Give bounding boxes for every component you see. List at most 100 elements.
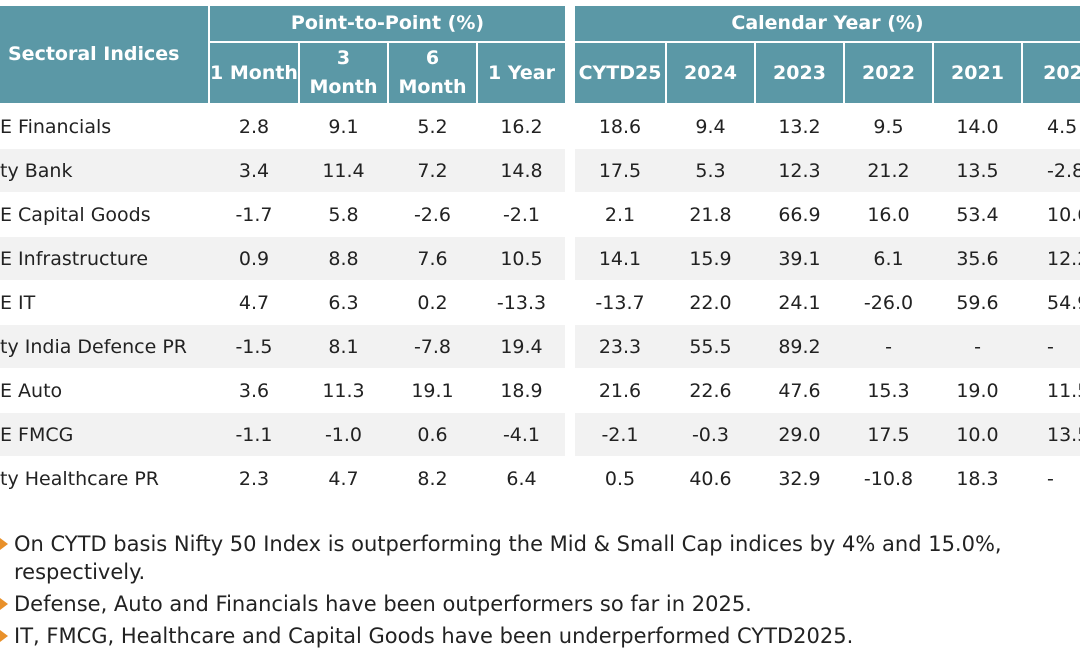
header-cell: Sectoral Indices: [0, 6, 208, 103]
row-label: E Financials: [0, 115, 112, 138]
column-header: 2021: [934, 43, 1021, 103]
cell: 14.0: [956, 115, 999, 138]
cell: 3.4: [238, 159, 270, 182]
group-header: Point-to-Point (%): [210, 6, 565, 41]
cell: -1.0: [324, 423, 363, 446]
row-bg: [0, 237, 565, 280]
cell: 6.4: [506, 467, 537, 490]
cell: 21.2: [867, 159, 910, 182]
cell: 2.8: [238, 115, 270, 138]
bullet-text: IT, FMCG, Healthcare and Capital Goods h…: [14, 624, 854, 648]
cell: 15.9: [689, 247, 732, 270]
cell: -13.7: [595, 291, 645, 314]
cell: -4.1: [502, 423, 541, 446]
cell: -2.8: [1047, 159, 1080, 182]
cell: 21.6: [598, 379, 642, 402]
row-bg: [575, 413, 1080, 456]
cell: 55.5: [689, 335, 732, 358]
row-bg: [0, 281, 565, 324]
row-bg: [0, 193, 565, 236]
cell: 0.5: [604, 467, 636, 490]
column-header: 2024: [667, 43, 754, 103]
cell: 7.2: [417, 159, 448, 182]
cell: 4.7: [328, 467, 359, 490]
cell: -: [885, 335, 892, 358]
cell: 0.6: [417, 423, 448, 446]
row-bg: [575, 369, 1080, 412]
row-label: E IT: [0, 291, 36, 314]
cell: 0.9: [238, 247, 270, 270]
cell: 10.6: [1047, 203, 1080, 226]
cell: 8.1: [328, 335, 359, 358]
cell: 2.3: [238, 467, 270, 490]
cell: -7.8: [413, 335, 452, 358]
cell: 11.4: [322, 159, 365, 182]
cell: 13.5: [956, 159, 999, 182]
row-label: ty Healthcare PR: [0, 467, 159, 490]
group-header: Calendar Year (%): [575, 6, 1080, 41]
row-label: E FMCG: [0, 423, 74, 446]
cell: 22.0: [689, 291, 732, 314]
cell: 11.5: [1047, 379, 1080, 402]
cell: 17.5: [598, 159, 642, 182]
row-bg: [575, 237, 1080, 280]
row-bg: [575, 105, 1080, 148]
cell: 6.1: [873, 247, 904, 270]
cell: 8.8: [328, 247, 359, 270]
cell: 89.2: [778, 335, 821, 358]
cell: -: [974, 335, 981, 358]
cell: 14.1: [598, 247, 642, 270]
row-label: ty India Defence PR: [0, 335, 187, 358]
column-header: 202: [1023, 43, 1080, 103]
cell: -2.1: [601, 423, 639, 446]
cell: 5.8: [328, 203, 359, 226]
cell: -0.3: [691, 423, 730, 446]
cell: 29.0: [778, 423, 821, 446]
cell: -10.8: [863, 467, 914, 490]
cell: 13.5: [1047, 423, 1080, 446]
row-bg: [0, 105, 565, 148]
column-header: 2022: [845, 43, 932, 103]
bullet-text: Defense, Auto and Financials have been o…: [14, 592, 752, 616]
cell: 47.6: [778, 379, 821, 402]
row-label: E Auto: [0, 379, 63, 402]
column-header: 3 Month: [300, 43, 387, 103]
row-bg: [0, 325, 565, 368]
cell: 18.9: [500, 379, 543, 402]
cell: 12.2: [1047, 247, 1080, 270]
cell: 22.6: [689, 379, 732, 402]
cell: 9.1: [328, 115, 359, 138]
cell: -2.1: [502, 203, 541, 226]
cell: 6.3: [328, 291, 359, 314]
cell: 19.0: [956, 379, 999, 402]
cell: 19.4: [500, 335, 543, 358]
cell: 10.5: [500, 247, 543, 270]
cell: -26.0: [863, 291, 914, 314]
row-bg: [0, 149, 565, 192]
row-label: ty Bank: [0, 159, 73, 182]
cell: 24.1: [778, 291, 821, 314]
cell: -: [1047, 335, 1054, 358]
column-header: 2023: [756, 43, 843, 103]
cell: 66.9: [778, 203, 821, 226]
cell: 15.3: [867, 379, 910, 402]
cell: -1.7: [235, 203, 273, 226]
cell: 10.0: [956, 423, 999, 446]
row-bg: [0, 413, 565, 456]
cell: -1.1: [235, 423, 273, 446]
row-bg: [575, 457, 1080, 500]
cell: 14.8: [500, 159, 543, 182]
column-header: CYTD25: [575, 43, 665, 103]
row-bg: [0, 457, 565, 500]
cell: 11.3: [322, 379, 365, 402]
cell: 9.4: [695, 115, 726, 138]
cell: 59.6: [956, 291, 999, 314]
cell: 13.2: [778, 115, 821, 138]
cell: 16.2: [500, 115, 543, 138]
cell: 0.2: [417, 291, 448, 314]
row-label: E Capital Goods: [0, 203, 151, 226]
cell: 18.3: [956, 467, 999, 490]
cell: 35.6: [956, 247, 999, 270]
cell: 40.6: [689, 467, 732, 490]
